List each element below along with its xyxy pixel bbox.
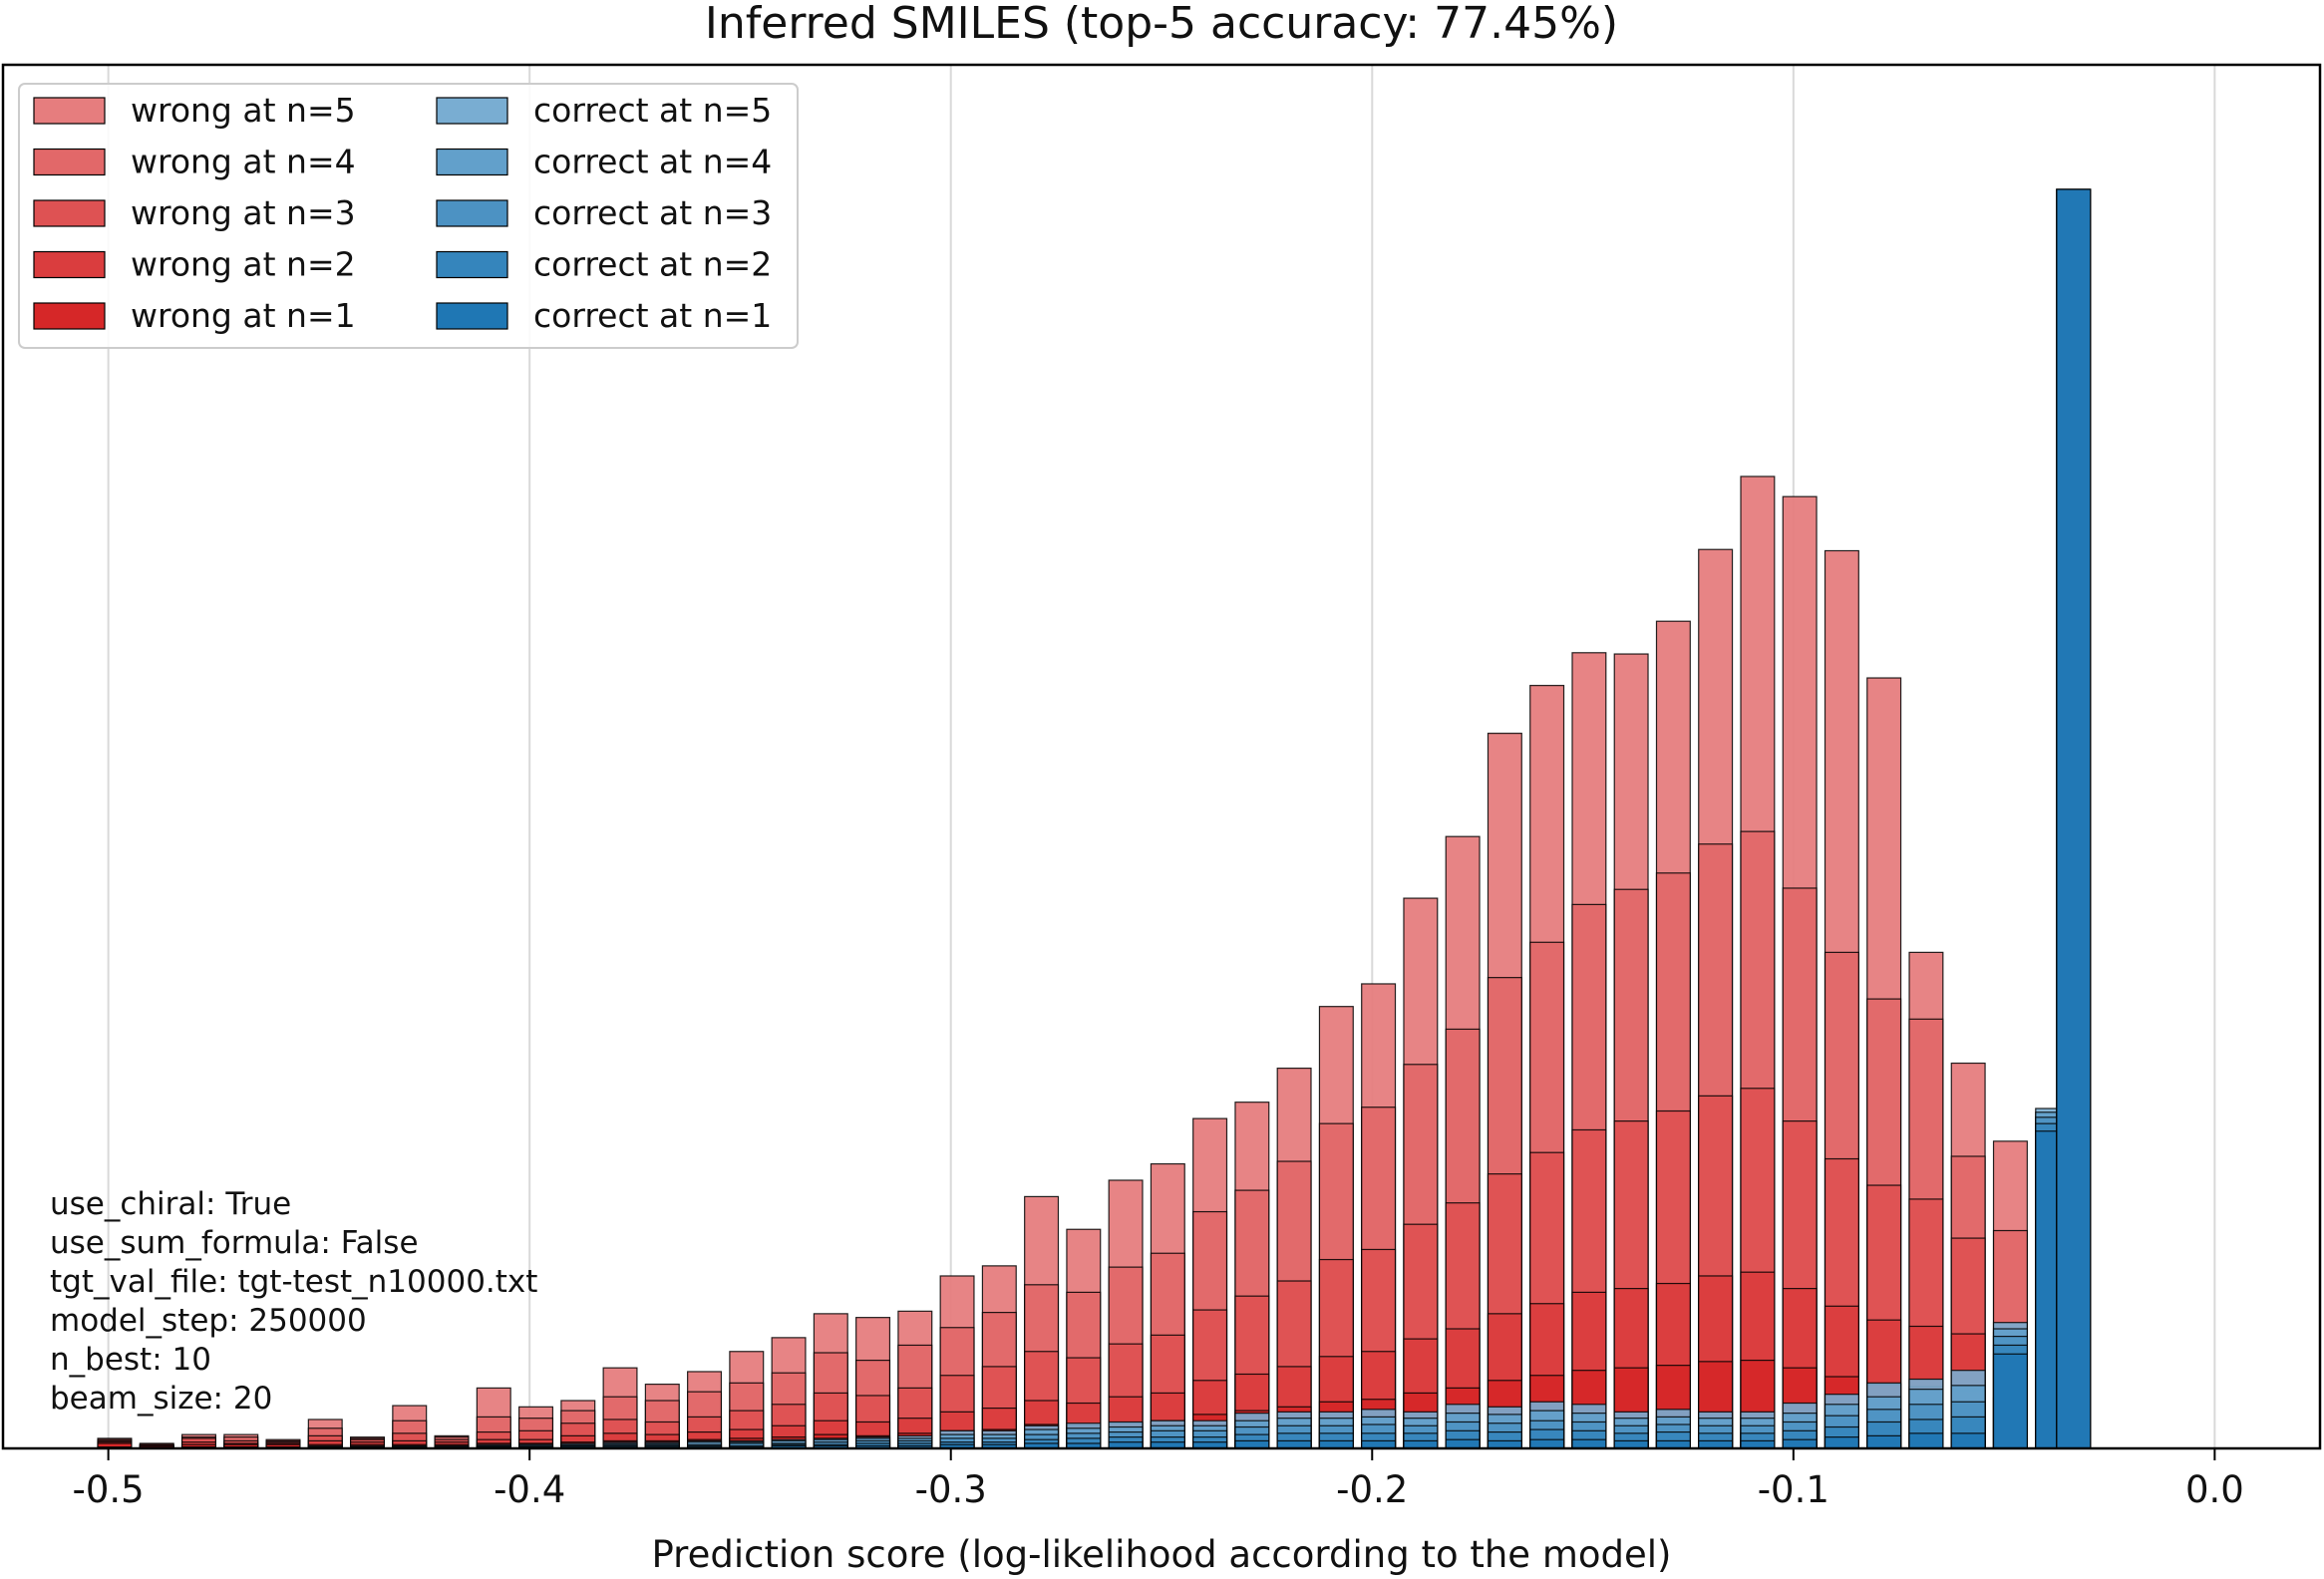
correct-bars — [97, 188, 2092, 1449]
legend-label: wrong at n=1 — [131, 296, 356, 335]
legend-label: wrong at n=2 — [131, 245, 356, 284]
legend-label: correct at n=1 — [533, 296, 772, 335]
legend-label: correct at n=3 — [533, 193, 772, 232]
legend-swatch — [436, 97, 508, 125]
legend-label: correct at n=4 — [533, 143, 772, 181]
annotation-line: use_chiral: True — [50, 1186, 291, 1222]
x-tick-label: -0.1 — [1758, 1468, 1829, 1511]
x-tick-label: -0.3 — [915, 1468, 987, 1511]
correct-bar-n1 — [1824, 1436, 1859, 1449]
legend-swatch — [33, 148, 106, 176]
x-tick-label: -0.4 — [494, 1468, 565, 1511]
legend-swatch — [33, 250, 106, 279]
annotation-line: beam_size: 20 — [50, 1381, 272, 1417]
legend-swatch — [436, 199, 508, 227]
legend: wrong at n=5 wrong at n=4 wrong at n=3 wron… — [18, 83, 799, 349]
annotation-line: n_best: 10 — [50, 1342, 211, 1378]
x-tick-label: 0.0 — [2185, 1468, 2244, 1511]
correct-bar-n1 — [1445, 1438, 1481, 1449]
correct-bar-n1 — [1571, 1438, 1607, 1449]
x-tick-label: -0.5 — [73, 1468, 145, 1511]
legend-label: correct at n=2 — [533, 245, 772, 284]
chart-title: Inferred SMILES (top-5 accuracy: 77.45%) — [705, 0, 1618, 49]
correct-bar-n1 — [1782, 1438, 1818, 1449]
legend-label: wrong at n=4 — [131, 143, 356, 181]
correct-bar-n1 — [1992, 1353, 2028, 1449]
correct-bar-n1 — [2056, 188, 2092, 1449]
legend-label: correct at n=5 — [533, 91, 772, 130]
x-axis-label: Prediction score (log-likelihood accordi… — [652, 1533, 1672, 1576]
correct-bar-n1 — [1529, 1438, 1565, 1449]
annotation-line: tgt_val_file: tgt-test_n10000.txt — [50, 1264, 537, 1300]
annotation-line: use_sum_formula: False — [50, 1225, 419, 1261]
x-tick-label: -0.2 — [1336, 1468, 1408, 1511]
legend-swatch — [33, 302, 106, 330]
plot-frame — [1, 63, 2322, 1450]
legend-label: wrong at n=5 — [131, 91, 356, 130]
legend-swatch — [436, 250, 508, 279]
wrong-bars — [97, 475, 2071, 1449]
x-axis: -0.5 -0.4 -0.3 -0.2 -0.1 0.0 — [73, 1448, 2244, 1511]
legend-swatch — [436, 302, 508, 330]
legend-label: wrong at n=3 — [131, 193, 356, 232]
correct-bar-n1 — [1908, 1432, 1944, 1449]
correct-bar-n1 — [1866, 1434, 1902, 1449]
correct-bar-n1 — [1950, 1432, 1986, 1449]
legend-swatch — [33, 97, 106, 125]
legend-frame — [18, 83, 799, 349]
legend-swatch — [436, 148, 508, 176]
annotation-line: model_step: 250000 — [50, 1303, 367, 1339]
legend-swatch — [33, 199, 106, 227]
